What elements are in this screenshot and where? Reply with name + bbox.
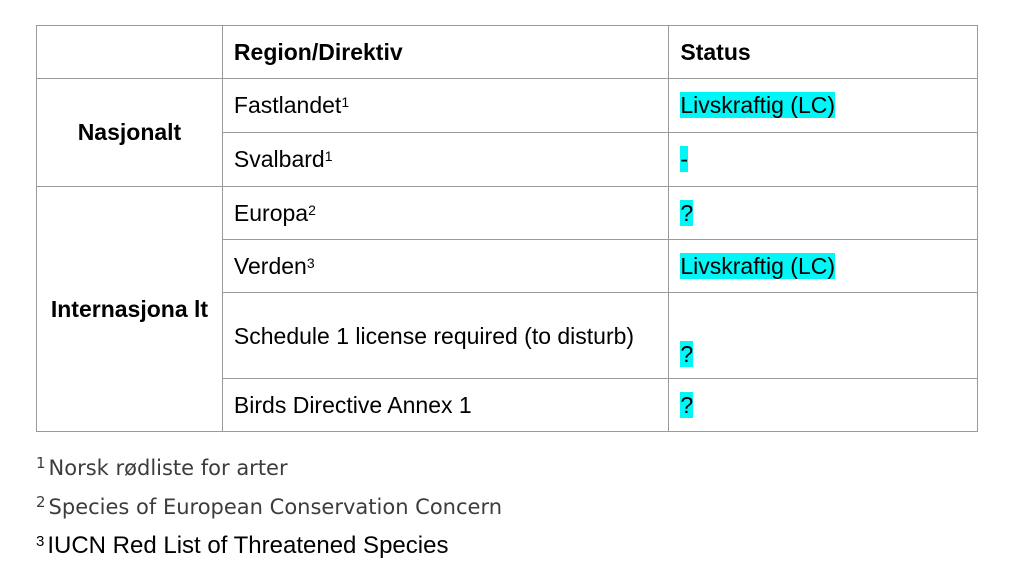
table-row: Birds Directive Annex 1 ?: [37, 378, 978, 432]
status-text: Livskraftig (LC): [680, 252, 836, 279]
footnote-ref: 3: [306, 254, 315, 271]
region-text: Schedule 1 license required (to disturb): [233, 322, 635, 349]
status-text: ?: [680, 391, 694, 418]
region-cell: Svalbard1: [221, 132, 670, 187]
status-table: Region/Direktiv Status Nasjonalt Fastlan…: [36, 25, 978, 432]
header-region: Region/Direktiv: [221, 25, 670, 79]
footnote-1: 1 Norsk rødliste for arter: [36, 450, 502, 489]
footnote-2: 2 Species of European Conservation Concer…: [36, 489, 502, 528]
region-text: Verden: [233, 252, 307, 279]
footnotes: 1 Norsk rødliste for arter 2 Species of Eu…: [36, 450, 502, 567]
region-text: Fastlandet: [233, 92, 342, 118]
status-text: Livskraftig (LC): [680, 92, 836, 118]
footnote-text: Species of European Conservation Concern: [48, 495, 503, 519]
header-status: Status: [668, 25, 978, 79]
table-row: Nasjonalt Fastlandet1 Livskraftig (LC): [36, 78, 978, 187]
group-label-internasjonalt: Internasjona lt: [36, 186, 223, 432]
table-row: Svalbard1 -: [37, 132, 978, 187]
status-cell: ?: [668, 186, 978, 240]
region-cell: Europa2: [221, 186, 670, 240]
footnote-text: IUCN Red List of Threatened Species: [47, 532, 449, 559]
region-cell: Birds Directive Annex 1: [221, 378, 670, 432]
footnote-number: 3: [36, 533, 45, 550]
status-text: ?: [680, 341, 694, 367]
footnote-number: 2: [36, 493, 46, 511]
region-text: Europa: [233, 199, 309, 226]
region-text: Svalbard: [233, 146, 325, 172]
status-cell: ?: [668, 292, 978, 379]
group-label-nasjonalt: Nasjonalt: [36, 78, 223, 187]
table-row: Internasjona lt Europa2 ?: [36, 186, 978, 432]
footnote-number: 1: [36, 454, 46, 472]
footnote-3: 3 IUCN Red List of Threatened Species: [36, 528, 502, 567]
header-empty: [36, 25, 223, 79]
region-cell: Verden3: [221, 239, 670, 293]
table-header-row: Region/Direktiv Status: [36, 25, 978, 79]
status-cell: -: [668, 132, 978, 187]
region-text: Birds Directive Annex 1: [233, 391, 472, 418]
status-cell: Livskraftig (LC): [668, 239, 978, 293]
footnote-ref: 1: [341, 94, 350, 110]
footnote-text: Norsk rødliste for arter: [48, 456, 288, 480]
status-cell: Livskraftig (LC): [668, 78, 978, 133]
status-cell: ?: [668, 378, 978, 432]
status-text: -: [680, 146, 689, 172]
region-cell: Schedule 1 license required (to disturb): [221, 292, 670, 379]
region-cell: Fastlandet1: [221, 78, 670, 133]
footnote-ref: 1: [324, 148, 333, 164]
status-text: ?: [680, 199, 694, 226]
footnote-ref: 2: [308, 201, 316, 218]
